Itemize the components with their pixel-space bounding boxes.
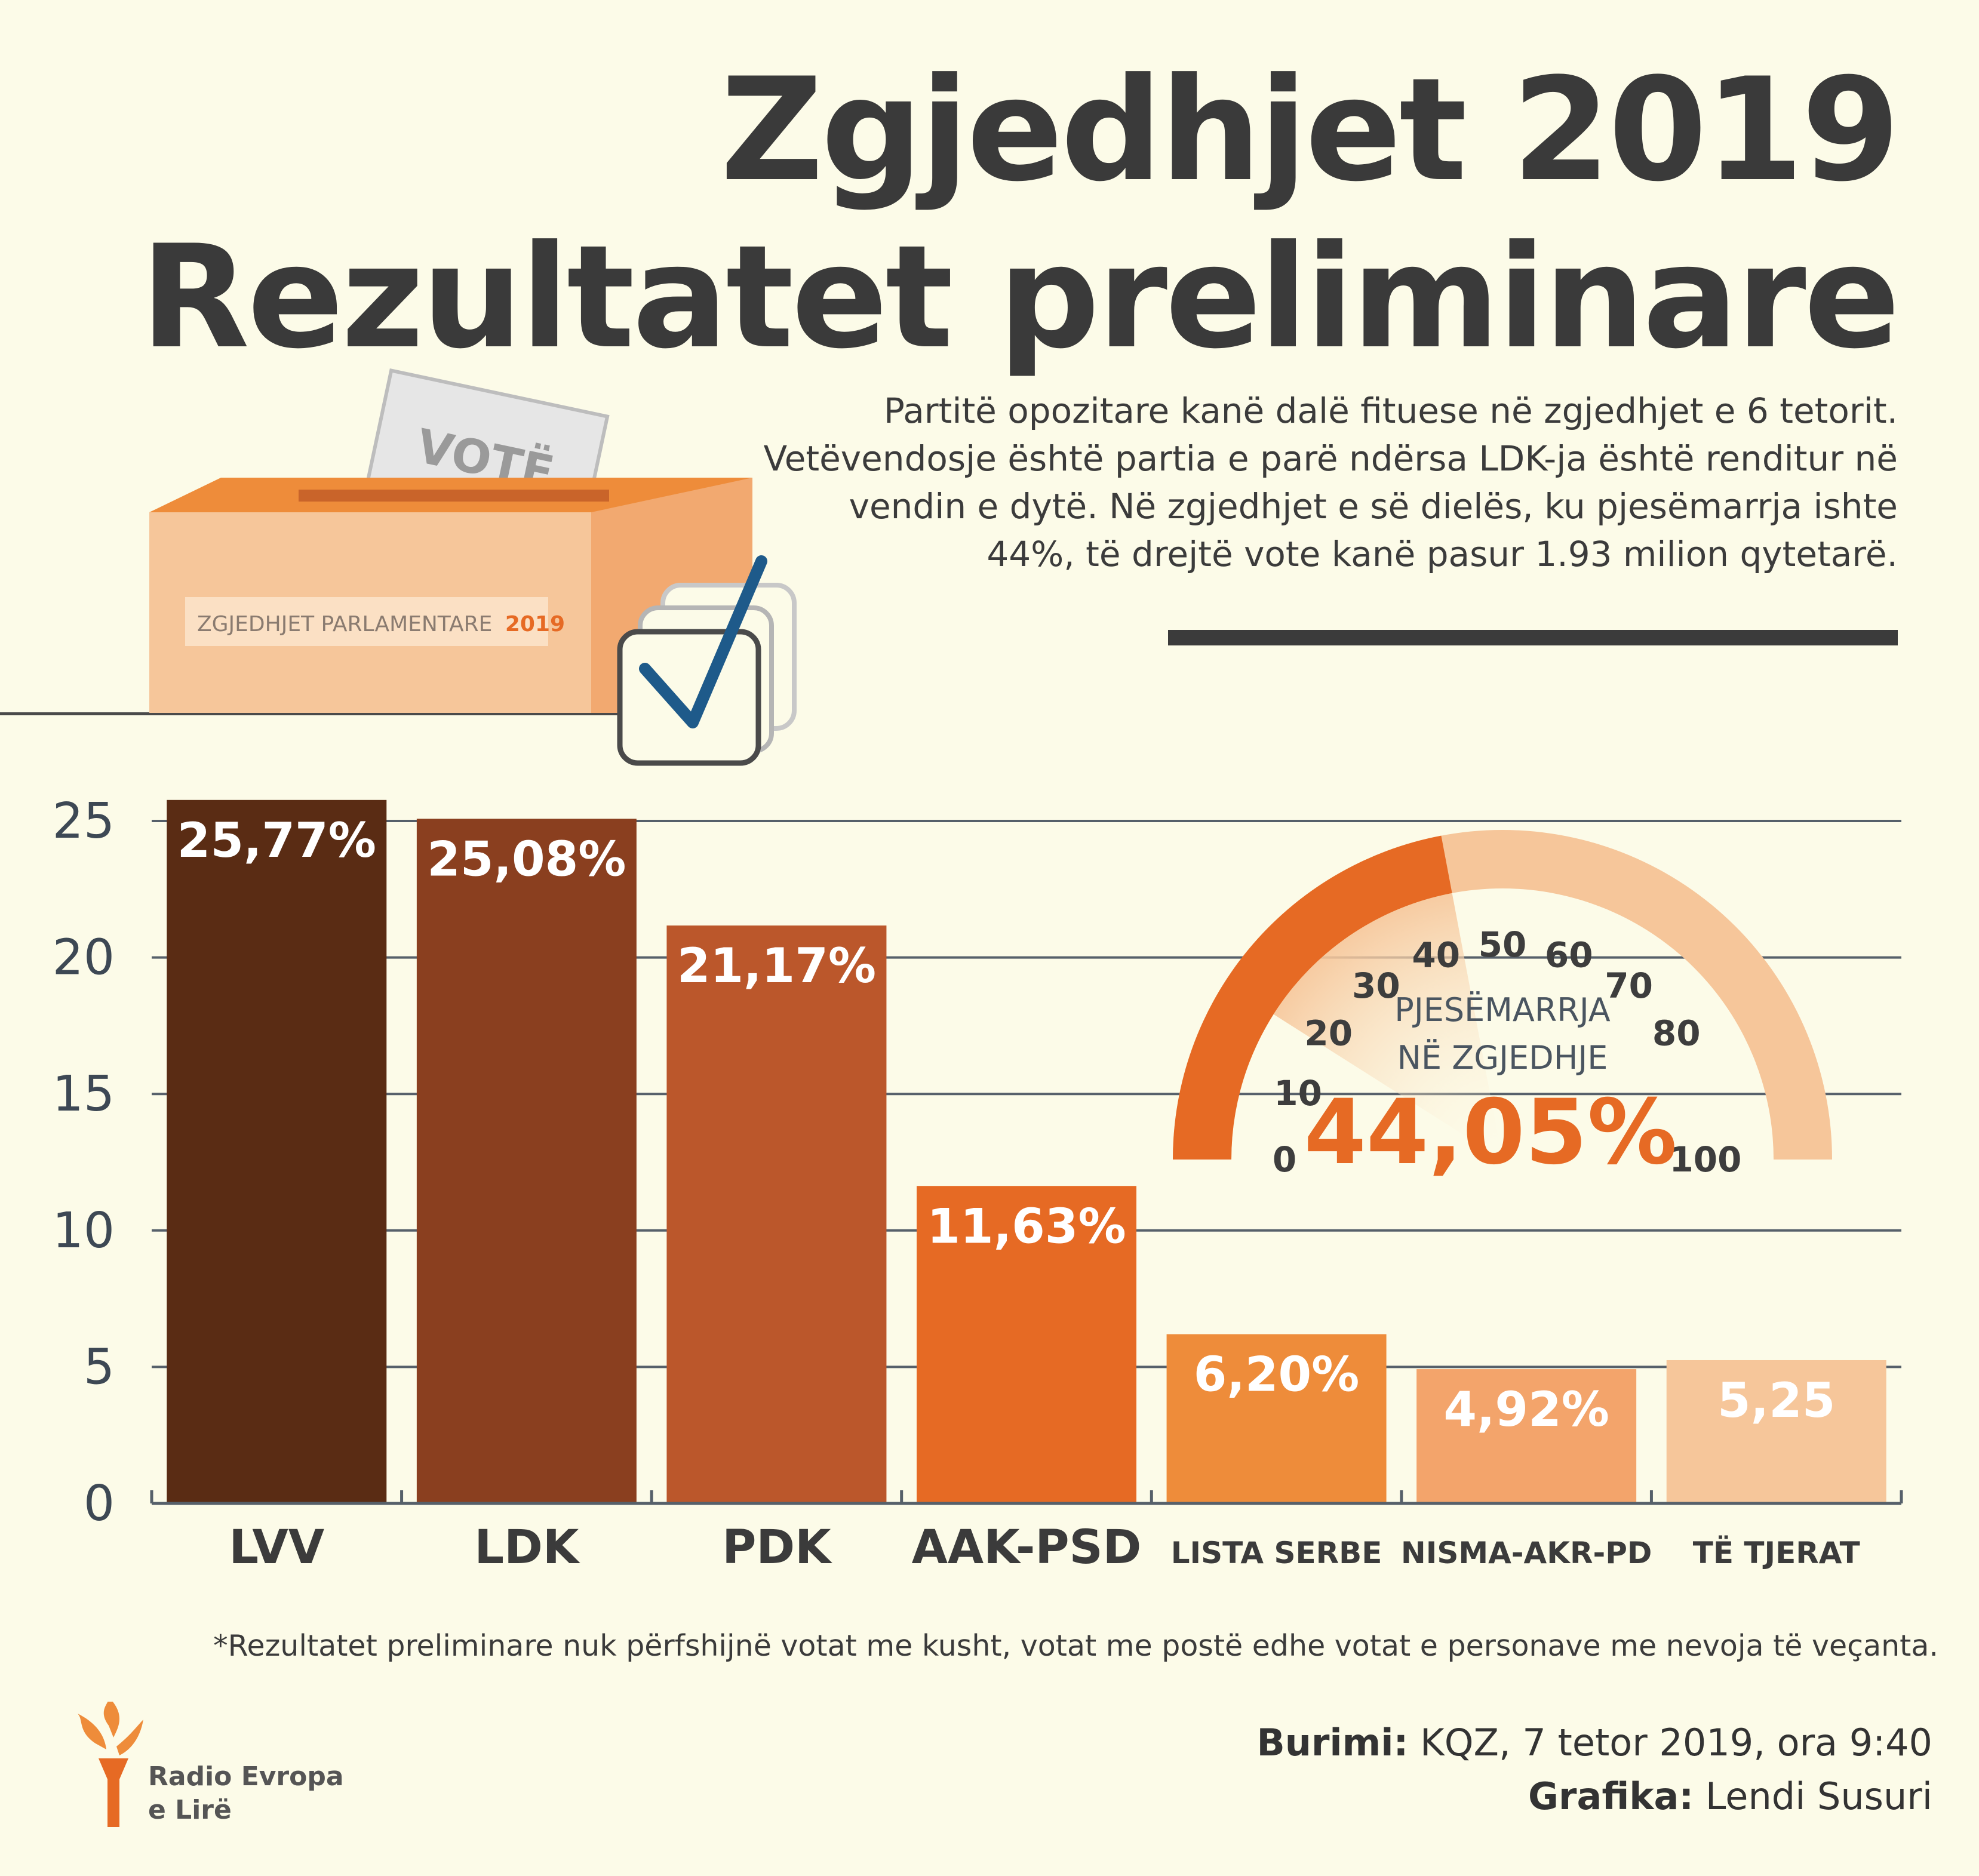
credit-line: Grafika: Lendi Susuri <box>1528 1774 1932 1818</box>
bar-value-label-7: 5,25 <box>1717 1373 1835 1428</box>
ballot-box-label-year: 2019 <box>505 612 565 636</box>
credit-value: Lendi Susuri <box>1694 1774 1932 1818</box>
ballot-slot <box>299 490 609 502</box>
x-tick-label-1: LVV <box>229 1521 324 1574</box>
y-tick-label-15: 15 <box>53 1066 115 1122</box>
gauge-tick-label-60: 60 <box>1545 935 1593 976</box>
logo-line-2: e Lirë <box>148 1795 232 1825</box>
bar-series: 25,77% 25,08% 21,17% 11,63% 6,20% 4,92% 5,25 <box>167 799 1886 1503</box>
bar-2 <box>416 819 637 1503</box>
source-value: KQZ, 7 tetor 2019, ora 9:40 <box>1408 1721 1932 1764</box>
bar-1 <box>167 799 387 1503</box>
y-axis-ticks: 0 5 10 15 20 25 <box>53 793 115 1532</box>
gauge-label-line-2: NË ZGJEDHJE <box>1397 1039 1608 1077</box>
intro-text: Partitë opozitare kanë dalë fituese në z… <box>763 390 1898 574</box>
gauge-tick-label-50: 50 <box>1479 924 1527 965</box>
y-tick-label-25: 25 <box>53 793 115 850</box>
y-tick-label-10: 10 <box>53 1203 115 1259</box>
ballot-box-label-text: ZGJEDHJET PARLAMENTARE 2019 <box>197 612 565 636</box>
gauge-tick-label-10: 10 <box>1274 1073 1322 1114</box>
x-tick-label-2: LDK <box>474 1521 580 1574</box>
gauge-pointer-wedge <box>1273 893 1502 1160</box>
gauge-tick-label-30: 30 <box>1352 965 1400 1006</box>
x-tick-label-5: LISTA SERBE <box>1171 1536 1382 1570</box>
x-tick-label-4: AAK-PSD <box>912 1521 1142 1574</box>
shelf-line <box>0 712 621 715</box>
checkbox-icon <box>617 555 797 766</box>
source-label: Burimi: <box>1256 1721 1409 1764</box>
credit-label: Grafika: <box>1528 1774 1694 1818</box>
gauge-tick-label-80: 80 <box>1652 1013 1701 1053</box>
bar-6 <box>1416 1369 1637 1503</box>
ballot-box-label <box>185 597 548 646</box>
gauge-tick-label-0: 0 <box>1273 1139 1296 1180</box>
rfe-torch-logo-icon <box>78 1702 143 1827</box>
bar-5 <box>1166 1334 1387 1503</box>
x-axis-labels: LVV LDK PDK AAK-PSD LISTA SERBE NISMA-AKR-PD T… <box>229 1521 1860 1574</box>
source-line: Burimi: KQZ, 7 tetor 2019, ora 9:40 <box>1256 1721 1932 1764</box>
bar-value-label-1: 25,77% <box>177 813 376 868</box>
bar-value-label-2: 25,08% <box>427 831 626 887</box>
gauge-label-line-1: PJESËMARRJA <box>1394 991 1611 1029</box>
gauge-tick-label-70: 70 <box>1605 965 1653 1006</box>
y-tick-label-0: 0 <box>84 1475 115 1532</box>
bar-7 <box>1666 1360 1886 1503</box>
logo-text: Radio Evropa e Lirë <box>148 1760 344 1827</box>
logo-line-1: Radio Evropa <box>148 1761 344 1792</box>
bar-3 <box>666 925 887 1503</box>
gauge-fill <box>1173 835 1452 1160</box>
turnout-gauge: 0 10 20 30 40 50 60 70 80 100 PJESËMARRJA NË ZGJEDH… <box>1173 830 1832 1185</box>
gauge-tick-label-40: 40 <box>1412 935 1460 976</box>
y-tick-label-5: 5 <box>84 1339 115 1395</box>
title-line-2: Rezultatet preliminare <box>140 215 1900 380</box>
x-tick-label-6: NISMA-AKR-PD <box>1401 1536 1652 1570</box>
x-tick-label-3: PDK <box>722 1521 832 1574</box>
title-line-1: Zgjedhjet 2019 <box>720 48 1900 213</box>
bar-4 <box>917 1186 1136 1503</box>
bar-value-label-3: 21,17% <box>677 938 876 994</box>
gauge-value-label: 44,05% <box>1304 1081 1677 1185</box>
x-axis <box>150 1490 1903 1505</box>
gauge-tick-label-100: 100 <box>1669 1139 1741 1180</box>
bar-value-label-4: 11,63% <box>927 1198 1126 1254</box>
bar-value-label-5: 6,20% <box>1194 1347 1360 1403</box>
x-tick-label-7: TË TJERAT <box>1693 1536 1860 1570</box>
ballot-box-illustration: VOTË ZGJEDHJET PARLAMENTARE 2019 <box>149 368 797 766</box>
bar-value-label-6: 4,92% <box>1443 1382 1609 1437</box>
footnote: *Rezultatet preliminare nuk përfshijnë v… <box>213 1629 1938 1663</box>
ballot-box-label-prefix: ZGJEDHJET PARLAMENTARE <box>197 612 492 636</box>
intro-divider <box>1168 630 1898 645</box>
gauge-tick-label-20: 20 <box>1304 1013 1353 1053</box>
y-tick-label-20: 20 <box>53 930 115 986</box>
